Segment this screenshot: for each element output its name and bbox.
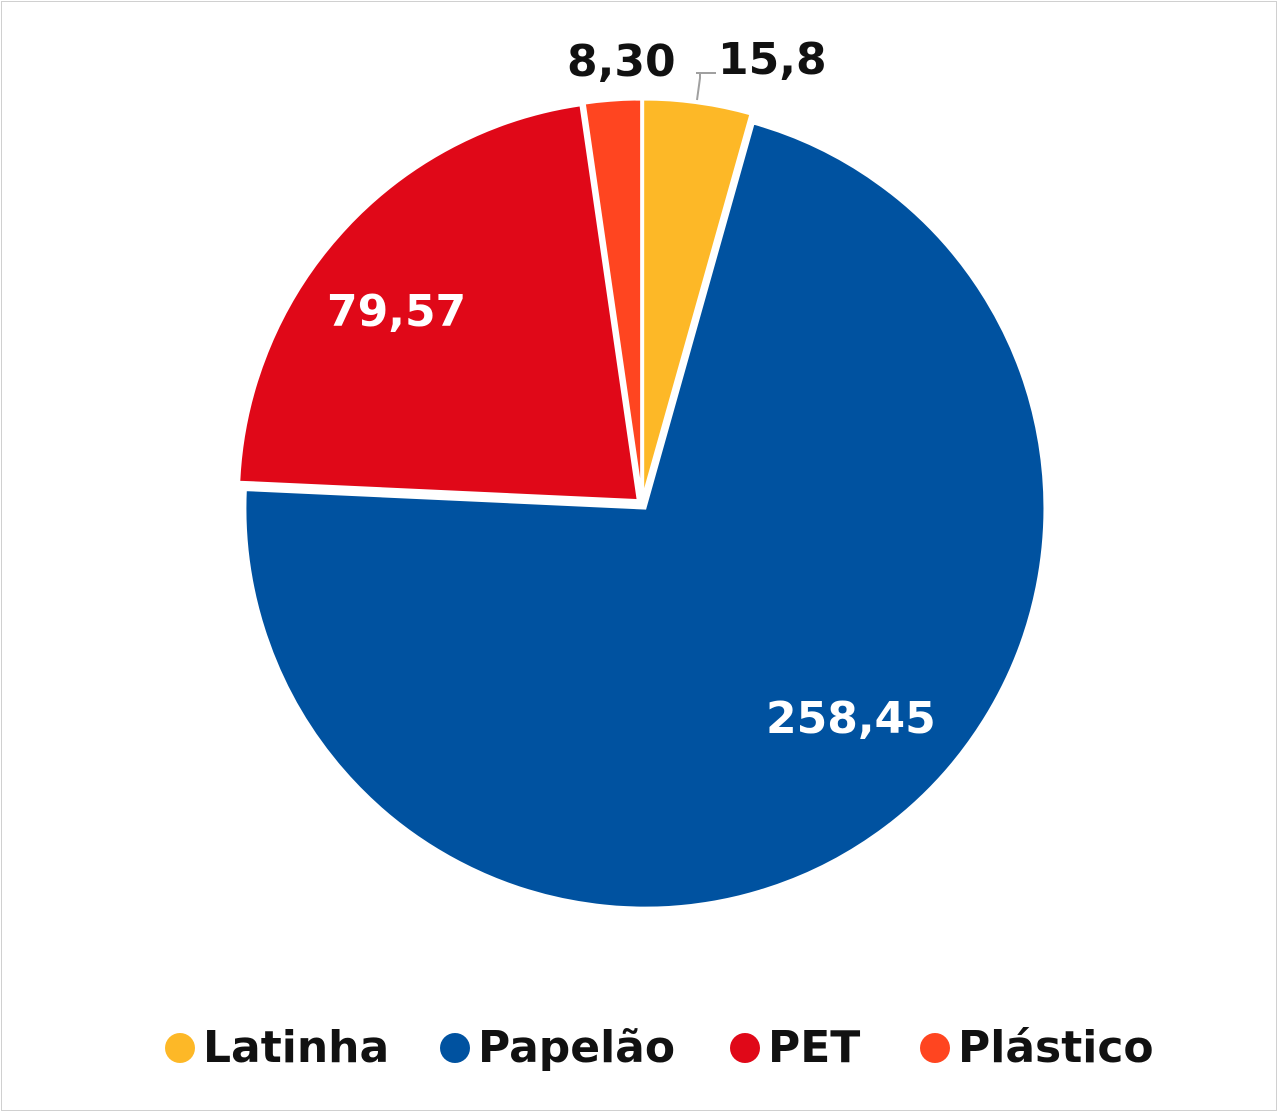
data-label-pet: 79,57 <box>327 286 466 337</box>
legend-marker-icon <box>440 1032 470 1063</box>
pie-slice-plástico <box>582 97 644 500</box>
data-label-plastico: 8,30 <box>567 36 676 87</box>
leader-line <box>696 72 701 101</box>
legend: Latinha Papelão PET Plástico <box>0 1022 1280 1078</box>
legend-label: PET <box>768 1022 861 1073</box>
legend-label: Latinha <box>203 1022 390 1073</box>
legend-item-pet: PET <box>730 1022 860 1073</box>
pie-slice-papelão <box>243 121 1047 910</box>
legend-item-plastico: Plástico <box>920 1022 1154 1073</box>
legend-label: Plástico <box>958 1022 1154 1073</box>
data-label-papelao: 258,45 <box>766 693 936 744</box>
legend-marker-icon <box>165 1032 195 1063</box>
legend-item-papelao: Papelão <box>440 1022 675 1073</box>
legend-marker-icon <box>730 1032 760 1063</box>
pie-slice-pet <box>237 103 641 503</box>
legend-marker-icon <box>920 1032 950 1063</box>
legend-label: Papelão <box>478 1022 676 1073</box>
data-label-latinha: 15,8 <box>718 34 827 85</box>
legend-item-latinha: Latinha <box>165 1022 389 1073</box>
